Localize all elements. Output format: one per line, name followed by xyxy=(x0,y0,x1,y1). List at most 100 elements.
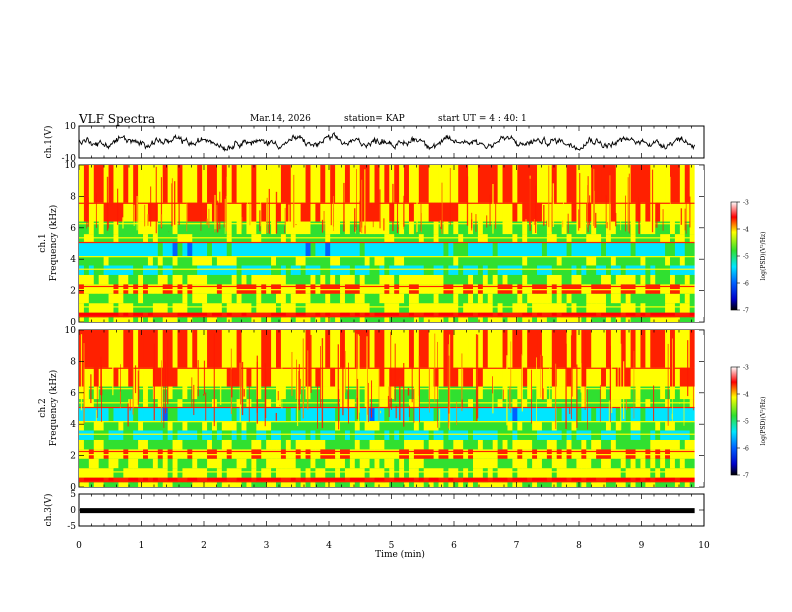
spectrogram-cell xyxy=(532,256,538,266)
spectrogram-cell xyxy=(108,293,114,304)
spectrogram-cell xyxy=(202,256,208,266)
spectrogram-cell xyxy=(241,317,247,322)
spectrogram-cell xyxy=(344,468,351,478)
spectrogram-cell xyxy=(300,165,306,203)
spectrogram-cell xyxy=(507,330,513,368)
spectrogram-cell xyxy=(241,330,247,368)
spectrogram-cell xyxy=(630,221,636,235)
spectrogram-cell xyxy=(167,256,173,266)
spectrogram-cell xyxy=(532,439,538,450)
spectrogram-cell xyxy=(640,293,646,304)
spectrogram-cell xyxy=(689,303,696,313)
spectrogram-cell xyxy=(231,430,237,440)
spectrogram-cell xyxy=(463,274,469,285)
spectrogram-cell xyxy=(315,293,321,304)
spectrogram-cell xyxy=(522,458,528,469)
spectrogram-cell xyxy=(684,241,691,257)
spectrogram-cell xyxy=(438,256,444,266)
spectrogram-cell xyxy=(404,330,410,368)
spectrogram-cell xyxy=(187,265,193,275)
spectrogram-cell xyxy=(413,330,420,368)
spectrogram-cell xyxy=(330,312,336,318)
spectrogram-cell xyxy=(236,165,242,203)
spectrogram-cell xyxy=(167,221,173,235)
spectrogram-cell xyxy=(615,293,622,304)
spectrogram-cell xyxy=(615,312,622,318)
spectrogram-cell xyxy=(79,421,85,431)
spectrogram-cell xyxy=(458,439,464,450)
spectrogram-cell xyxy=(98,312,105,318)
spectrogram-cell xyxy=(177,367,183,387)
spectrogram-cell xyxy=(674,303,681,313)
spectrogram-cell xyxy=(571,430,577,440)
spectrogram-cell xyxy=(497,367,503,387)
spectrogram-cell xyxy=(315,468,321,478)
spectrogram-cell xyxy=(162,330,169,368)
spectrogram-cell xyxy=(123,221,129,235)
spectrogram-cell xyxy=(660,477,666,483)
spectrogram-cell xyxy=(152,165,159,203)
sferic-streak xyxy=(529,178,531,231)
spectrogram-cell xyxy=(271,330,277,368)
spectrogram-cell xyxy=(596,477,602,483)
spectrogram-cell xyxy=(433,293,439,304)
spectrogram-cell xyxy=(679,468,686,478)
spectrogram-cell xyxy=(566,386,572,400)
spectrogram-cell xyxy=(482,303,489,313)
sferic-streak xyxy=(355,395,357,407)
spectrogram-cell xyxy=(556,367,563,387)
spectrogram-cell xyxy=(207,202,213,222)
spectrogram-cell xyxy=(197,477,203,483)
spectrogram-cell xyxy=(492,406,499,422)
spectrogram-cell xyxy=(635,317,641,322)
spectrogram-cell xyxy=(88,430,95,440)
spectrogram-cell xyxy=(438,367,444,387)
spectrogram-cell xyxy=(689,458,696,469)
spectrogram-cell xyxy=(261,468,267,478)
spectrogram-cell xyxy=(497,202,503,222)
spectrogram-cell xyxy=(138,293,144,304)
spectrogram-cell xyxy=(596,312,602,318)
spectrogram-cell xyxy=(408,367,415,387)
spectrogram-cell xyxy=(502,317,508,322)
spectrogram-cell xyxy=(591,477,597,483)
spectrogram-cell xyxy=(605,317,612,322)
spectrogram-cell xyxy=(305,317,311,322)
spectrogram-cell xyxy=(537,293,543,304)
spectrogram-cell xyxy=(118,477,124,483)
spectrogram-cell xyxy=(596,241,602,257)
sferic-streak xyxy=(291,351,293,396)
spectrogram-cell xyxy=(453,477,459,483)
spectrogram-cell xyxy=(276,274,282,285)
spectrogram-cell xyxy=(463,468,469,478)
sferic-streak xyxy=(330,201,332,226)
spectrogram-cell xyxy=(566,477,572,483)
spectrogram-cell xyxy=(645,317,651,322)
spectrogram-cell xyxy=(497,458,503,469)
spectrogram-cell xyxy=(167,482,173,487)
spectrogram-cell xyxy=(482,221,489,235)
spectrogram-cell xyxy=(591,458,597,469)
spectrogram-cell xyxy=(399,386,405,400)
spectrogram-cell xyxy=(655,430,661,440)
spectrogram-cell xyxy=(507,221,513,235)
spectrogram-cell xyxy=(492,477,499,483)
spectrogram-line xyxy=(79,241,695,244)
spectrogram-cell xyxy=(315,221,321,235)
spectrogram-cell xyxy=(271,439,277,450)
spectrogram-cell xyxy=(300,312,306,318)
spectrogram-cell xyxy=(689,256,696,266)
spectrogram-cell xyxy=(207,221,213,235)
spectrogram-cell xyxy=(344,202,351,222)
spectrogram-cell xyxy=(266,406,272,422)
sferic-streak xyxy=(366,336,368,431)
spectrogram-cell xyxy=(216,439,223,450)
sferic-streak xyxy=(193,384,195,416)
spectrogram-cell xyxy=(428,293,435,304)
spectrogram-cell xyxy=(453,439,459,450)
spectrogram-cell xyxy=(556,458,563,469)
spectrogram-cell xyxy=(369,482,375,487)
spectrogram-cell xyxy=(630,458,636,469)
spectrogram-cell xyxy=(369,202,375,222)
spectrogram-cell xyxy=(601,241,607,257)
